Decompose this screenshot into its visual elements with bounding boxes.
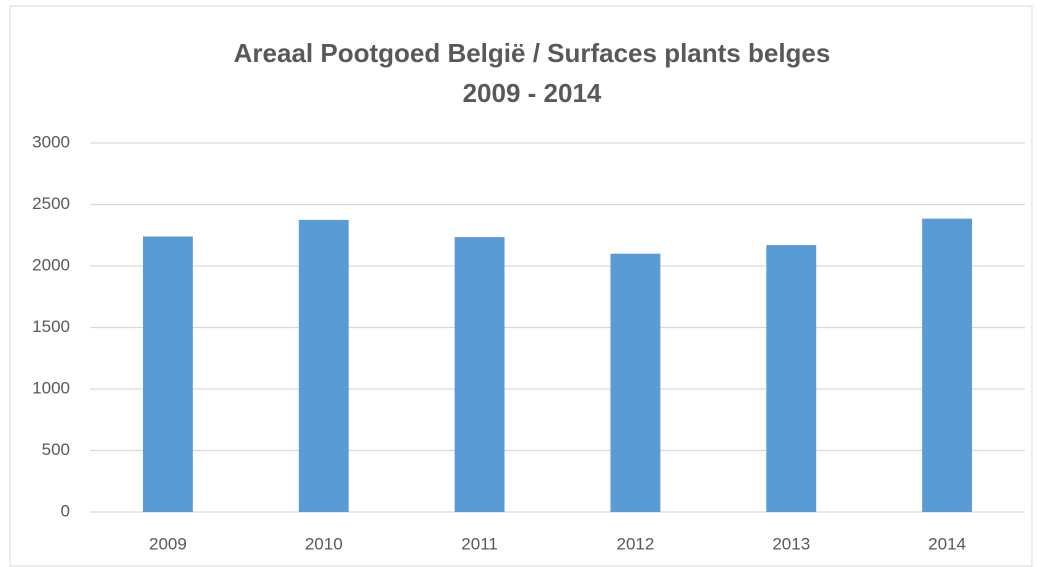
bar (298, 219, 349, 512)
y-tick-label: 1000 (32, 378, 70, 397)
x-tick-label: 2010 (305, 534, 343, 553)
x-tick-label: 2014 (928, 534, 966, 553)
y-tick-label: 500 (42, 440, 70, 459)
y-tick-label: 3000 (32, 132, 70, 151)
chart-subtitle: 2009 - 2014 (463, 78, 602, 108)
bar (766, 245, 817, 512)
x-tick-label: 2013 (772, 534, 810, 553)
x-tick-label: 2009 (149, 534, 187, 553)
bar (610, 253, 661, 512)
bar (922, 218, 973, 512)
chart-title: Areaal Pootgoed België / Surfaces plants… (234, 38, 831, 68)
x-tick-label: 2011 (461, 534, 498, 553)
bar (142, 236, 193, 513)
bar (454, 237, 505, 512)
y-tick-label: 2500 (32, 194, 70, 213)
y-tick-label: 1500 (32, 317, 70, 336)
x-tick-label: 2012 (617, 534, 655, 553)
y-tick-label: 2000 (32, 255, 70, 274)
y-tick-label: 0 (61, 501, 70, 520)
